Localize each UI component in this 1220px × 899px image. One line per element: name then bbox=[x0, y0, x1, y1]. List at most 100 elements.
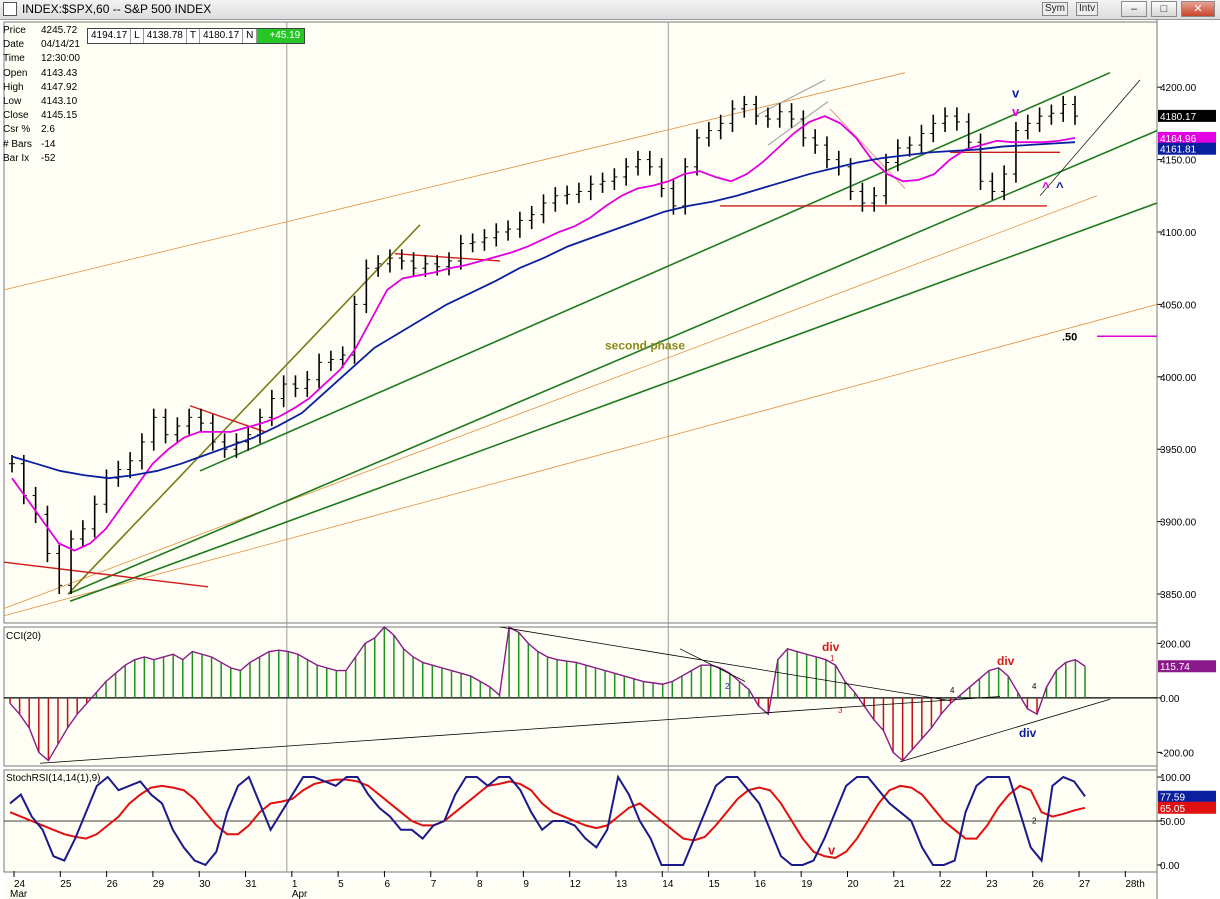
div-label: div bbox=[1019, 726, 1037, 740]
last-close: 4180.17 bbox=[200, 29, 244, 43]
last-low-tag: T bbox=[187, 29, 200, 43]
stoch-d-tag-bg bbox=[1158, 801, 1216, 814]
x-axis-strip bbox=[4, 879, 1157, 899]
info-label: Close bbox=[3, 110, 29, 122]
last-high-tag: L bbox=[131, 29, 144, 43]
x-tick-label: 22 bbox=[940, 879, 952, 890]
price-tag-bg bbox=[1158, 142, 1216, 155]
price-tag: 4180.17 bbox=[1160, 112, 1197, 123]
info-row: Low 4143.10 bbox=[3, 95, 80, 109]
wave-count: 3 bbox=[838, 706, 843, 715]
olive-trend-line bbox=[67, 224, 421, 595]
cci-trend-line bbox=[899, 698, 1111, 763]
window-title: INDEX:$SPX,60 -- S&P 500 INDEX bbox=[22, 2, 212, 16]
div-label: div bbox=[997, 654, 1015, 668]
wave-marker: v bbox=[1012, 85, 1020, 100]
price-tag-bg bbox=[1158, 131, 1216, 144]
x-tick-label: 1 bbox=[292, 879, 298, 890]
maximize-icon[interactable]: □ bbox=[1151, 1, 1177, 17]
wave-count: 4 bbox=[1032, 682, 1037, 691]
info-label: High bbox=[3, 81, 24, 93]
info-value: 4143.43 bbox=[41, 67, 78, 79]
green-channel-lower bbox=[69, 202, 1158, 603]
x-tick-label: 13 bbox=[616, 879, 628, 890]
orange-lower-line bbox=[3, 304, 1158, 617]
y-tick-label: 4200.00 bbox=[1160, 83, 1197, 94]
info-row: Time 12:30:00 bbox=[3, 52, 80, 66]
x-tick-label: 25 bbox=[60, 879, 72, 890]
y-tick-label: 4000.00 bbox=[1160, 373, 1197, 384]
red-resistance-line bbox=[189, 405, 266, 433]
cci-trend-line bbox=[39, 696, 1001, 764]
info-label: Low bbox=[3, 96, 22, 108]
wave-marker: ^ bbox=[1042, 179, 1050, 194]
y-tick-label: 100.00 bbox=[1160, 773, 1191, 784]
div-label: div bbox=[822, 640, 840, 654]
x-tick-label: 24 bbox=[14, 879, 26, 890]
minimize-icon[interactable]: – bbox=[1121, 1, 1147, 17]
pink-channel-line bbox=[829, 108, 906, 189]
x-tick-label: 15 bbox=[709, 879, 721, 890]
slow-ma-line bbox=[11, 141, 1076, 480]
info-label: Date bbox=[3, 39, 25, 51]
info-value: 12:30:00 bbox=[41, 53, 80, 65]
x-tick-label: 8 bbox=[477, 879, 483, 890]
info-panel: Price 4245.72 Date 04/14/21 Time 12:30:00 Open… bbox=[3, 24, 80, 166]
second-phase-label: second phase bbox=[605, 338, 685, 352]
wave-marker: ^ bbox=[1056, 179, 1064, 194]
stoch-title: StochRSI(14,14(1),9) bbox=[6, 773, 101, 784]
info-value: 4143.10 bbox=[41, 96, 78, 108]
stoch-marker: v bbox=[828, 842, 836, 857]
info-value: 4145.15 bbox=[41, 110, 78, 122]
x-tick-label: 23 bbox=[986, 879, 998, 890]
panel-1-background bbox=[3, 626, 1158, 767]
info-row: Price 4245.72 bbox=[3, 24, 80, 38]
info-value: 4245.72 bbox=[41, 25, 78, 36]
stoch-k-line bbox=[9, 774, 1086, 867]
y-tick-label: 4100.00 bbox=[1160, 228, 1197, 239]
x-tick-label: 7 bbox=[431, 879, 437, 890]
price-tag: 4161.81 bbox=[1160, 145, 1197, 156]
sym-button[interactable]: Sym bbox=[1042, 2, 1068, 16]
title-bar: INDEX:$SPX,60 -- S&P 500 INDEX Sym Intv … bbox=[0, 0, 1220, 20]
stoch-d-tag: 65.05 bbox=[1160, 804, 1185, 815]
intv-button[interactable]: Intv bbox=[1076, 2, 1099, 16]
stoch-k-tag: 77.59 bbox=[1160, 793, 1185, 804]
x-tick-label: 26 bbox=[1033, 879, 1045, 890]
last-close-tag: N bbox=[243, 29, 258, 43]
x-tick-label: 19 bbox=[801, 879, 813, 890]
chart-canvas[interactable]: 3850.003900.003950.004000.004050.004100.… bbox=[0, 19, 1220, 899]
info-row: High 4147.92 bbox=[3, 81, 80, 95]
price-tag: 4164.96 bbox=[1160, 134, 1197, 145]
orange-upper-line bbox=[3, 72, 906, 291]
x-month-label: Apr bbox=[292, 889, 308, 899]
info-row: Csr % 2.6 bbox=[3, 123, 80, 137]
stoch-k-tag-bg bbox=[1158, 790, 1216, 803]
cci-line bbox=[9, 625, 1086, 762]
x-tick-label: 26 bbox=[107, 879, 119, 890]
y-tick-label: 200.00 bbox=[1160, 639, 1191, 650]
info-value: -14 bbox=[41, 138, 56, 150]
x-tick-label: 12 bbox=[570, 879, 582, 890]
last-low: 4138.78 bbox=[144, 29, 187, 43]
x-month-label: Mar bbox=[10, 889, 28, 899]
info-label: Csr % bbox=[3, 124, 31, 136]
y-tick-label: 3950.00 bbox=[1160, 445, 1197, 456]
gray-channel-line bbox=[754, 79, 826, 117]
x-tick-label: 27 bbox=[1079, 879, 1091, 890]
info-label: Price bbox=[3, 25, 26, 36]
last-bar-readout: 4194.17 L 4138.78 T 4180.17 N +45.19 bbox=[87, 28, 306, 44]
red-support-line bbox=[3, 561, 209, 588]
wave-count: 2 bbox=[725, 682, 730, 691]
close-icon[interactable]: ✕ bbox=[1181, 1, 1215, 17]
info-row: Date 04/14/21 bbox=[3, 38, 80, 52]
panel-0-background bbox=[3, 21, 1158, 624]
info-value: 04/14/21 bbox=[41, 39, 80, 51]
price-tag-bg bbox=[1158, 109, 1216, 122]
cci-value-tag: 115.74 bbox=[1160, 662, 1190, 673]
x-tick-label: 16 bbox=[755, 879, 767, 890]
info-label: Open bbox=[3, 67, 28, 79]
x-tick-label: 5 bbox=[338, 879, 344, 890]
last-high: 4194.17 bbox=[88, 29, 132, 43]
wave-marker: v bbox=[1012, 104, 1020, 119]
